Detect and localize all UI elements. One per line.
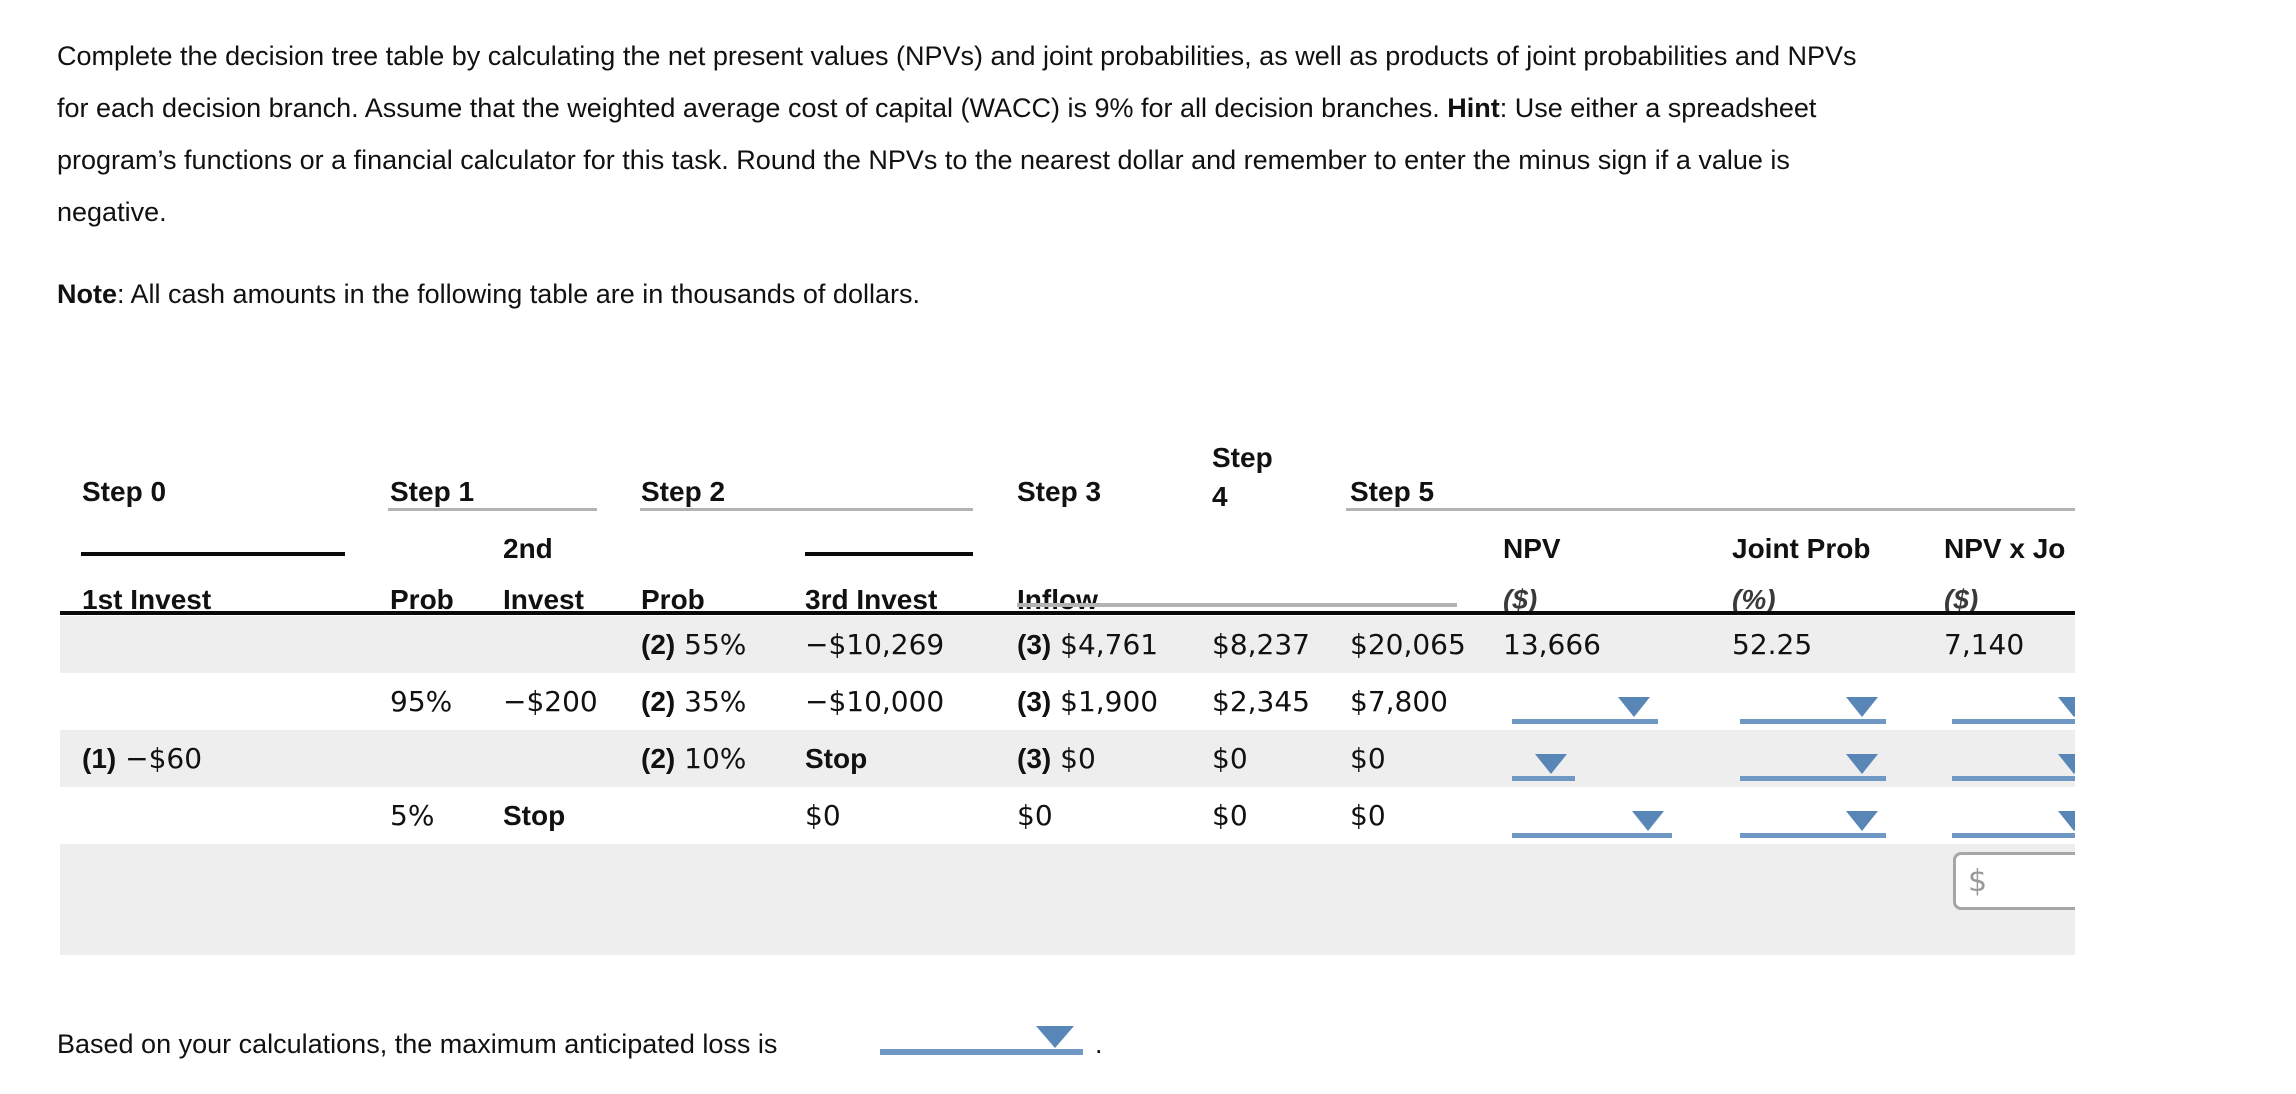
step2-header: Step 2 <box>641 476 726 507</box>
chevron-down-icon <box>1618 697 1650 717</box>
joint-prob-header: Joint Prob <box>1732 533 1871 564</box>
header-bottom-border <box>60 611 2075 615</box>
table-row: 95% −$200 (2) 35% −$10,000 (3) $1,900 $2,345 $… <box>60 673 2075 730</box>
npv-x-joint-select-row3[interactable] <box>1952 753 2075 781</box>
table-cell: Stop <box>503 800 566 831</box>
table-cell: $7,800 <box>1350 685 1448 718</box>
footer-period: . <box>1095 1029 1103 1059</box>
table-cell: (3) $4,761 <box>1017 628 1159 661</box>
table-cell: −$10,000 <box>805 685 945 718</box>
joint-prob-select-row2[interactable] <box>1740 696 1886 724</box>
second-invest-header-bottom: Invest <box>503 584 584 615</box>
first-invest-header: 1st Invest <box>82 584 212 615</box>
table-cell: 5% <box>390 799 435 832</box>
table-cell: (1) −$60 <box>82 742 203 775</box>
table-cell: (3) $0 <box>1017 742 1096 775</box>
chevron-down-icon <box>1846 697 1878 717</box>
note-text: : All cash amounts in the following tabl… <box>117 279 920 309</box>
npv-x-joint-select-row4[interactable] <box>1952 810 2075 838</box>
table-cell: (2) 35% <box>641 685 747 718</box>
table-cell: 95% <box>390 685 453 718</box>
table-cell: (2) 10% <box>641 742 747 775</box>
table-row: (1) −$60 (2) 10% Stop (3) $0 $0 $0 <box>60 730 2075 787</box>
npv-x-joint-unit-label: ($) <box>1944 584 1979 615</box>
step5-header: Step 5 <box>1350 476 1435 507</box>
chevron-down-icon <box>2058 697 2075 717</box>
joint-prob-unit-label: (%) <box>1732 584 1776 615</box>
joint-prob-select-row4[interactable] <box>1740 810 1886 838</box>
loss-dropdown[interactable] <box>880 1026 1083 1055</box>
table-cell: $0 <box>1350 742 1386 775</box>
instruction-line: for each decision branch. Assume that th… <box>57 93 1817 123</box>
npv-x-joint-select-row2[interactable] <box>1952 696 2075 724</box>
step5-underline <box>1346 508 2075 511</box>
prob1-header: Prob <box>390 584 454 615</box>
footer-question-text: Based on your calculations, the maximum … <box>57 1029 778 1059</box>
third-invest-blank-line <box>805 552 973 556</box>
table-cell: −$10,269 <box>805 628 945 661</box>
step0-blank-line <box>81 552 345 556</box>
decision-tree-table: Step 0 Step 1 Step 2 Step 3 Step 4 Step … <box>60 430 2075 955</box>
inflow-header: Inflow <box>1017 584 1098 615</box>
step3-header: Step 3 <box>1017 476 1102 507</box>
table-cell: $0 <box>1212 742 1248 775</box>
note-line: Note: All cash amounts in the following … <box>57 268 920 320</box>
expected-npv-input[interactable] <box>1953 852 2075 910</box>
chevron-down-icon <box>1535 754 1567 774</box>
table-cell: $0 <box>805 799 841 832</box>
table-row: 5% Stop $0 $0 $0 $0 <box>60 787 2075 844</box>
table-cell: 52.25 <box>1732 628 1813 661</box>
table-cell: Stop <box>805 743 868 774</box>
instructions-paragraph: Complete the decision tree table by calc… <box>57 30 1856 238</box>
second-invest-header-top: 2nd <box>503 533 553 564</box>
table-row: (2) 55% −$10,269 (3) $4,761 $8,237 $20,065 13… <box>60 616 2075 673</box>
table-cell: $2,345 <box>1212 685 1310 718</box>
npv-header: NPV <box>1503 533 1561 564</box>
table-cell: 13,666 <box>1503 628 1601 661</box>
table-cell: $0 <box>1017 799 1053 832</box>
note-label: Note <box>57 279 117 309</box>
inflow-underline <box>1017 603 1457 607</box>
instruction-line: Complete the decision tree table by calc… <box>57 41 1857 71</box>
table-cell: $20,065 <box>1350 628 1466 661</box>
table-cell: $8,237 <box>1212 628 1310 661</box>
table-cell: (2) 55% <box>641 628 747 661</box>
table-cell: (3) $1,900 <box>1017 685 1159 718</box>
step1-underline <box>388 508 597 511</box>
step0-header: Step 0 <box>82 476 167 507</box>
table-cell: −$200 <box>503 685 598 718</box>
step2-underline <box>640 508 973 511</box>
step4-header: Step 4 <box>1212 442 1273 512</box>
step1-header: Step 1 <box>390 476 475 507</box>
chevron-down-icon <box>1846 754 1878 774</box>
chevron-down-icon <box>2058 811 2075 831</box>
third-invest-header: 3rd Invest <box>805 584 938 615</box>
npv-x-joint-header: NPV x Jo <box>1944 533 2066 564</box>
table-cell: $0 <box>1212 799 1248 832</box>
npv-unit-label: ($) <box>1503 584 1538 615</box>
npv-select-row4[interactable] <box>1512 810 1672 838</box>
chevron-down-icon <box>2058 754 2075 774</box>
table-cell: 7,140 <box>1944 628 2025 661</box>
instruction-line: negative. <box>57 197 167 227</box>
npv-select-row2[interactable] <box>1512 696 1658 724</box>
expected-npv-row: Expected NPV = <box>60 844 2075 955</box>
instruction-line: program’s functions or a financial calcu… <box>57 145 1790 175</box>
table-cell: $0 <box>1350 799 1386 832</box>
joint-prob-select-row3[interactable] <box>1740 753 1886 781</box>
chevron-down-icon <box>1036 1026 1074 1048</box>
prob2-header: Prob <box>641 584 705 615</box>
npv-select-row3[interactable] <box>1512 753 1575 781</box>
chevron-down-icon <box>1846 811 1878 831</box>
chevron-down-icon <box>1632 811 1664 831</box>
